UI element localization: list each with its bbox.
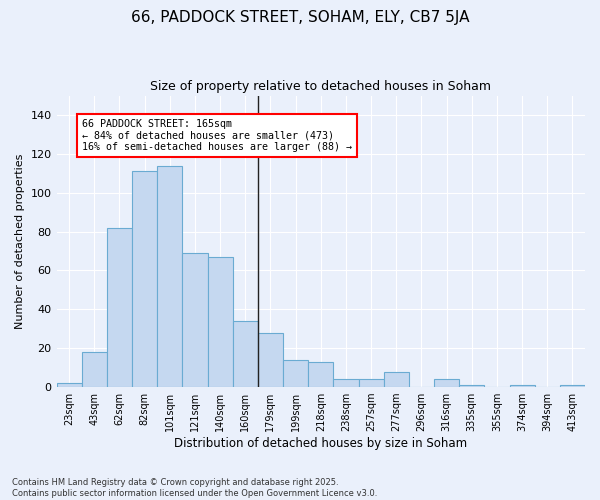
Text: 66 PADDOCK STREET: 165sqm
← 84% of detached houses are smaller (473)
16% of semi: 66 PADDOCK STREET: 165sqm ← 84% of detac… xyxy=(82,119,352,152)
Text: Contains HM Land Registry data © Crown copyright and database right 2025.
Contai: Contains HM Land Registry data © Crown c… xyxy=(12,478,377,498)
Bar xyxy=(82,352,107,387)
Text: 66, PADDOCK STREET, SOHAM, ELY, CB7 5JA: 66, PADDOCK STREET, SOHAM, ELY, CB7 5JA xyxy=(131,10,469,25)
Bar xyxy=(434,380,459,387)
Bar xyxy=(509,385,535,387)
Bar xyxy=(56,383,82,387)
Y-axis label: Number of detached properties: Number of detached properties xyxy=(15,154,25,329)
X-axis label: Distribution of detached houses by size in Soham: Distribution of detached houses by size … xyxy=(174,437,467,450)
Bar xyxy=(182,253,208,387)
Bar xyxy=(334,380,359,387)
Bar xyxy=(383,372,409,387)
Bar xyxy=(107,228,132,387)
Bar xyxy=(459,385,484,387)
Bar xyxy=(308,362,334,387)
Bar xyxy=(283,360,308,387)
Bar xyxy=(233,321,258,387)
Bar xyxy=(157,166,182,387)
Bar xyxy=(132,172,157,387)
Bar xyxy=(560,385,585,387)
Bar xyxy=(359,380,383,387)
Title: Size of property relative to detached houses in Soham: Size of property relative to detached ho… xyxy=(150,80,491,93)
Bar xyxy=(208,257,233,387)
Bar xyxy=(258,332,283,387)
